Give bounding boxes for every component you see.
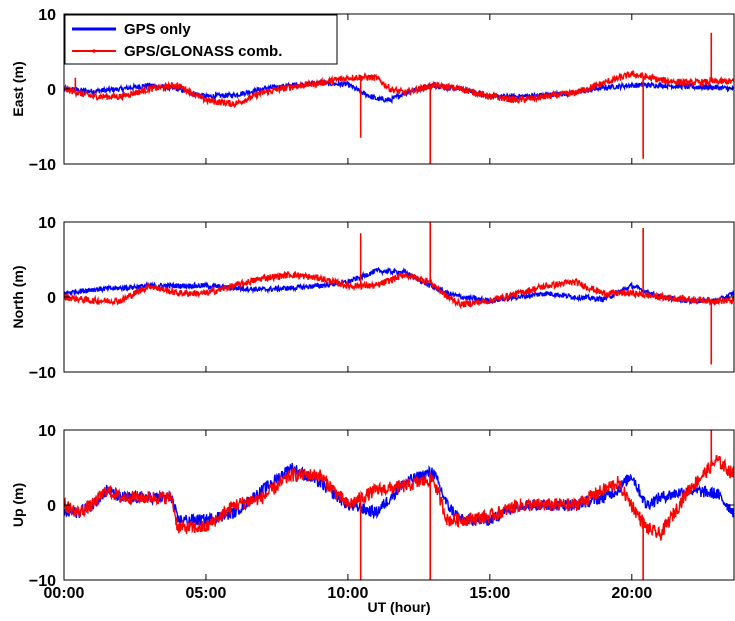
series-line-1 xyxy=(64,70,734,109)
panel-0: 10 0 −10 East (m) GPS only GPS/GLONASS comb. xyxy=(10,7,735,174)
y-axis-title: Up (m) xyxy=(10,483,26,527)
x-tick-label: 20:00 xyxy=(611,585,652,602)
y-tick-label: −10 xyxy=(29,365,56,382)
legend-label: GPS only xyxy=(124,21,191,38)
y-axis-title: North (m) xyxy=(10,266,26,329)
panel-1: 10 0 −10 North (m) xyxy=(10,215,735,382)
x-tick-label: 15:00 xyxy=(469,585,510,602)
y-tick-label: −10 xyxy=(29,573,56,590)
y-axis-title: East (m) xyxy=(10,61,26,116)
y-tick-label: 0 xyxy=(47,290,56,307)
series-line-0 xyxy=(64,462,734,527)
y-tick-label: 10 xyxy=(38,215,56,232)
series-line-1 xyxy=(64,270,734,310)
x-tick-label: 10:00 xyxy=(327,585,368,602)
legend-label: GPS/GLONASS comb. xyxy=(124,43,282,60)
legend: GPS only GPS/GLONASS comb. xyxy=(64,14,338,65)
x-tick-label: 05:00 xyxy=(185,585,226,602)
series-line-1 xyxy=(64,454,734,541)
x-axis-title: UT (hour) xyxy=(368,599,431,615)
y-tick-label: 0 xyxy=(47,498,56,515)
y-tick-label: 0 xyxy=(47,82,56,99)
y-tick-label: 10 xyxy=(38,423,56,440)
axes-box xyxy=(63,221,735,373)
y-tick-label: 10 xyxy=(38,7,56,24)
y-tick-label: −10 xyxy=(29,157,56,174)
x-tick-label: 00:00 xyxy=(44,585,85,602)
